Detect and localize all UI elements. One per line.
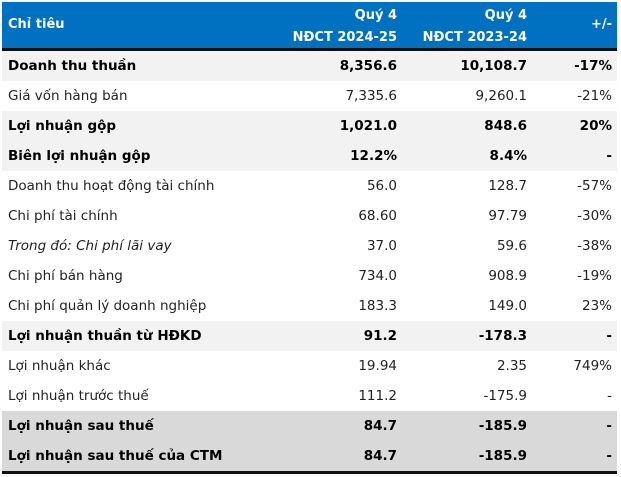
value-2023: 10,108.7: [460, 58, 527, 74]
row-label: Biên lợi nhuận gộp: [8, 148, 151, 164]
header-col-2023-line1: Quý 4: [484, 8, 527, 23]
table-row: Chi phí bán hàng 734.0 908.9 -19%: [2, 261, 617, 291]
row-label: Chi phí bán hàng: [8, 268, 123, 284]
value-2024: 56.0: [366, 178, 397, 194]
value-2024: 84.7: [363, 448, 397, 464]
change-value: -21%: [577, 88, 612, 104]
row-label: Doanh thu hoạt động tài chính: [8, 178, 215, 194]
header-label: Chỉ tiêu: [8, 17, 65, 32]
row-label: Chi phí tài chính: [8, 208, 118, 224]
change-value: -38%: [577, 238, 612, 254]
change-value: 23%: [581, 298, 612, 314]
value-2023: -175.9: [483, 388, 527, 404]
table-row: Doanh thu hoạt động tài chính 56.0 128.7 -5…: [2, 171, 617, 201]
table-row: Trong đó: Chi phí lãi vay 37.0 59.6 -38%: [2, 231, 617, 261]
header-col-2024: Quý 4 NĐCT 2024-25: [293, 5, 397, 49]
change-value: -57%: [577, 178, 612, 194]
value-2024: 8,356.6: [339, 58, 397, 74]
value-2024: 111.2: [358, 388, 397, 404]
change-value: -: [606, 148, 612, 164]
row-label: Lợi nhuận sau thuế của CTM: [8, 448, 223, 464]
header-change: +/-: [590, 17, 612, 32]
row-label: Trong đó: Chi phí lãi vay: [8, 238, 172, 254]
value-2023: 149.0: [488, 298, 527, 314]
change-value: 20%: [579, 118, 612, 134]
value-2024: 183.3: [358, 298, 397, 314]
row-label: Lợi nhuận gộp: [8, 118, 117, 134]
row-label: Lợi nhuận trước thuế: [8, 388, 149, 404]
change-value: -: [606, 448, 612, 464]
value-2023: 848.6: [484, 118, 527, 134]
value-2024: 84.7: [363, 418, 397, 434]
value-2023: -185.9: [478, 448, 527, 464]
table-row: Lợi nhuận thuần từ HĐKD 91.2 -178.3 -: [2, 321, 617, 351]
value-2023: 908.9: [488, 268, 527, 284]
value-2024: 37.0: [366, 238, 397, 254]
value-2024: 19.94: [358, 358, 397, 374]
header-col-2024-line1: Quý 4: [354, 8, 397, 23]
value-2024: 68.60: [358, 208, 397, 224]
table-row: Giá vốn hàng bán 7,335.6 9,260.1 -21%: [2, 81, 617, 111]
value-2023: -185.9: [478, 418, 527, 434]
change-value: -: [606, 418, 612, 434]
value-2023: 2.35: [496, 358, 527, 374]
row-label: Giá vốn hàng bán: [8, 88, 128, 104]
header-col-2023: Quý 4 NĐCT 2023-24: [423, 5, 527, 49]
value-2024: 734.0: [358, 268, 397, 284]
table-row: Lợi nhuận sau thuế 84.7 -185.9 -: [2, 411, 617, 441]
value-2024: 12.2%: [350, 148, 397, 164]
change-value: -17%: [574, 58, 612, 74]
change-value: 749%: [573, 358, 612, 374]
row-label: Lợi nhuận thuần từ HĐKD: [8, 328, 202, 344]
value-2024: 7,335.6: [345, 88, 397, 104]
value-2023: 59.6: [496, 238, 527, 254]
table-header: Chỉ tiêu Quý 4 NĐCT 2024-25 Quý 4 NĐCT 202…: [2, 2, 617, 51]
change-value: -19%: [577, 268, 612, 284]
table-row: Chi phí quản lý doanh nghiệp 183.3 149.0 23…: [2, 291, 617, 321]
row-label: Chi phí quản lý doanh nghiệp: [8, 298, 207, 314]
table-row: Biên lợi nhuận gộp 12.2% 8.4% -: [2, 141, 617, 171]
table-row: Doanh thu thuần 8,356.6 10,108.7 -17%: [2, 51, 617, 81]
value-2023: 8.4%: [489, 148, 527, 164]
table-row: Lợi nhuận khác 19.94 2.35 749%: [2, 351, 617, 381]
change-value: -: [607, 388, 612, 404]
value-2023: 97.79: [488, 208, 527, 224]
table-row: Lợi nhuận gộp 1,021.0 848.6 20%: [2, 111, 617, 141]
value-2023: -178.3: [478, 328, 527, 344]
financial-table: Chỉ tiêu Quý 4 NĐCT 2024-25 Quý 4 NĐCT 202…: [2, 2, 617, 474]
change-value: -: [606, 328, 612, 344]
header-col-2023-line2: NĐCT 2023-24: [422, 30, 527, 45]
value-2024: 91.2: [363, 328, 397, 344]
table-row: Lợi nhuận sau thuế của CTM 84.7 -185.9 -: [2, 441, 617, 474]
header-col-2024-line2: NĐCT 2024-25: [292, 30, 397, 45]
table-row: Chi phí tài chính 68.60 97.79 -30%: [2, 201, 617, 231]
row-label: Doanh thu thuần: [8, 58, 137, 74]
change-value: -30%: [577, 208, 612, 224]
table-row: Lợi nhuận trước thuế 111.2 -175.9 -: [2, 381, 617, 411]
value-2023: 128.7: [488, 178, 527, 194]
value-2024: 1,021.0: [339, 118, 397, 134]
row-label: Lợi nhuận sau thuế: [8, 418, 154, 434]
value-2023: 9,260.1: [475, 88, 527, 104]
row-label: Lợi nhuận khác: [8, 358, 111, 374]
